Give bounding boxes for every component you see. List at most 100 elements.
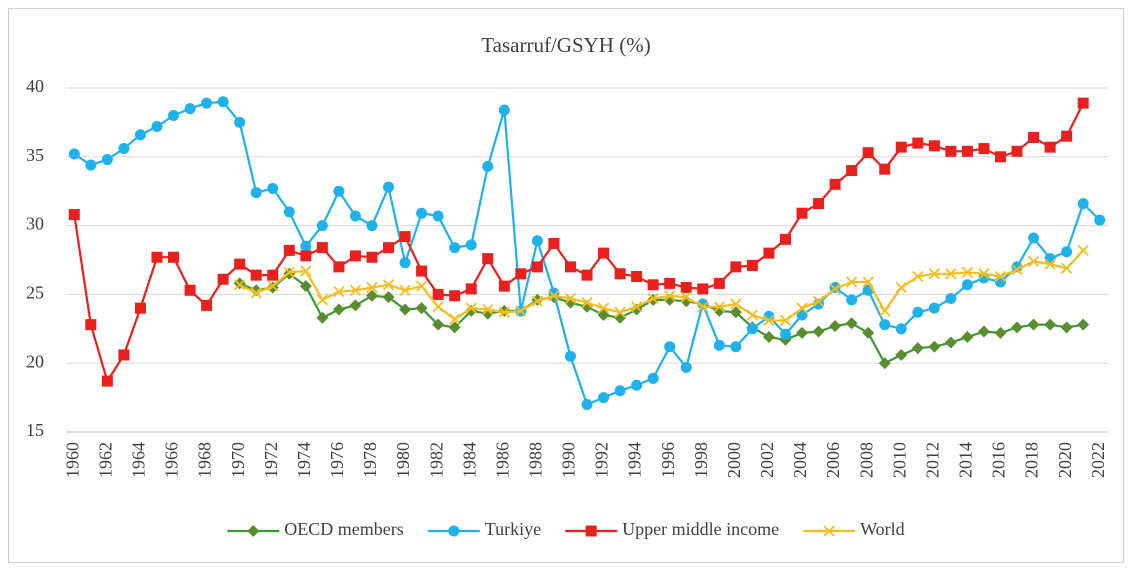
marker	[779, 314, 792, 327]
marker	[713, 339, 725, 351]
marker	[349, 299, 362, 312]
marker	[846, 294, 858, 306]
marker	[796, 302, 808, 314]
marker	[118, 143, 130, 155]
legend-item: World	[803, 519, 905, 539]
marker	[961, 145, 973, 157]
marker	[664, 341, 676, 353]
x-tick-label: 1962	[95, 442, 115, 478]
marker	[332, 303, 345, 316]
marker	[829, 320, 842, 333]
marker	[614, 306, 626, 318]
x-tick-label: 2000	[724, 442, 744, 478]
legend-label: World	[860, 519, 905, 539]
marker	[961, 279, 973, 291]
marker	[498, 304, 511, 317]
marker	[201, 299, 213, 311]
marker	[978, 143, 990, 155]
marker	[366, 220, 378, 232]
marker	[250, 287, 262, 299]
x-tick-label: 1998	[691, 442, 711, 478]
x-tick-label: 2010	[889, 442, 909, 478]
marker	[184, 103, 196, 115]
marker	[498, 306, 510, 318]
marker	[862, 147, 874, 159]
x-tick-label: 1992	[592, 442, 612, 478]
series-line	[239, 249, 1085, 322]
y-tick-label: 35	[26, 145, 44, 165]
x-tick-label: 1976	[327, 442, 347, 478]
marker	[647, 372, 659, 384]
marker	[598, 392, 610, 404]
marker	[68, 148, 80, 160]
marker	[432, 210, 444, 222]
marker	[879, 319, 891, 331]
marker	[349, 250, 361, 262]
marker	[548, 237, 560, 249]
marker	[1011, 145, 1023, 157]
marker	[217, 96, 229, 108]
marker	[994, 151, 1006, 163]
marker	[713, 301, 725, 313]
marker	[895, 281, 907, 294]
marker	[912, 306, 924, 318]
marker	[134, 129, 146, 141]
marker	[432, 301, 444, 313]
marker	[912, 137, 924, 149]
marker	[829, 283, 841, 295]
marker	[234, 116, 246, 128]
marker	[994, 270, 1007, 283]
marker	[911, 342, 924, 355]
legend-label: OECD members	[284, 519, 403, 539]
x-tick-label: 1988	[526, 442, 546, 478]
marker	[581, 269, 593, 281]
marker	[382, 279, 395, 291]
marker	[746, 323, 758, 335]
marker	[382, 291, 395, 304]
marker	[85, 319, 97, 331]
marker	[349, 210, 361, 222]
marker	[449, 290, 461, 302]
marker	[416, 207, 428, 219]
marker	[250, 187, 262, 199]
marker	[118, 349, 130, 361]
marker	[168, 251, 180, 263]
marker	[928, 340, 941, 353]
marker	[465, 283, 477, 295]
marker	[151, 251, 163, 263]
marker	[201, 97, 213, 109]
marker	[879, 163, 891, 175]
legend-label: Turkiye	[485, 519, 541, 539]
marker	[383, 181, 395, 193]
marker	[564, 292, 577, 305]
x-tick-label: 2008	[856, 442, 876, 478]
marker	[250, 269, 262, 281]
marker	[812, 325, 825, 338]
legend-marker	[448, 525, 460, 537]
marker	[1077, 244, 1089, 257]
x-tick-label: 2022	[1088, 442, 1108, 478]
marker	[1044, 318, 1057, 331]
marker	[961, 331, 974, 344]
marker	[399, 284, 411, 296]
marker	[482, 160, 494, 172]
marker	[762, 331, 775, 344]
marker	[366, 251, 378, 263]
marker	[1094, 214, 1106, 226]
marker	[316, 311, 329, 324]
marker	[944, 336, 957, 349]
x-tick-label: 2006	[823, 442, 843, 478]
marker	[531, 295, 544, 307]
marker	[415, 302, 428, 315]
marker	[101, 375, 113, 387]
marker	[316, 294, 329, 306]
marker	[879, 305, 891, 317]
x-tick-label: 1986	[492, 442, 512, 478]
marker	[630, 301, 643, 313]
x-tick-label: 1966	[162, 442, 182, 478]
marker	[482, 253, 494, 265]
marker	[498, 104, 510, 116]
legend-marker	[823, 525, 835, 537]
marker	[184, 284, 196, 296]
marker	[829, 178, 841, 190]
